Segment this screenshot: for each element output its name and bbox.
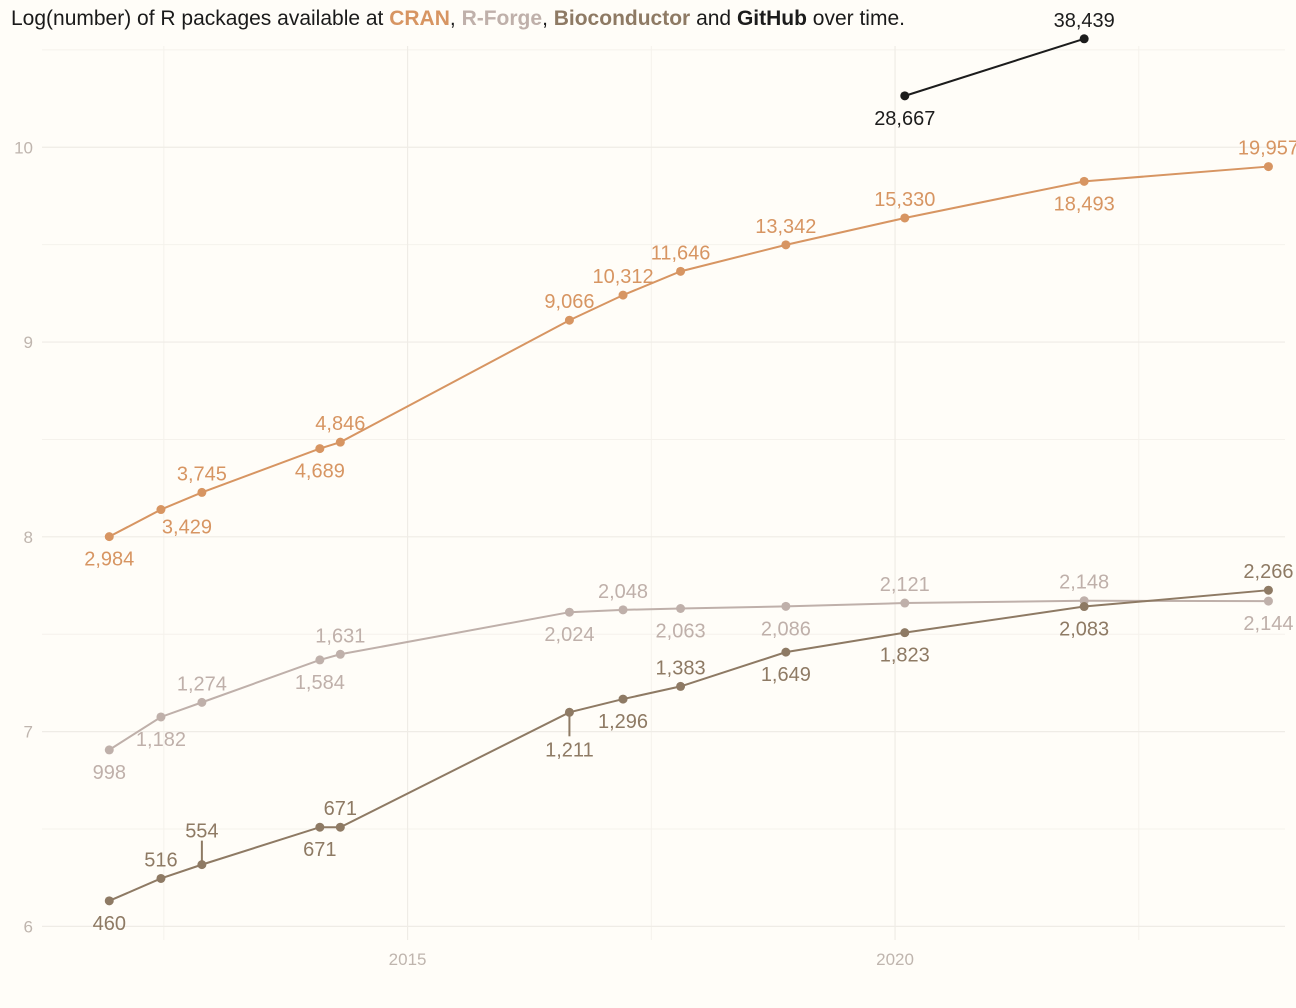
data-point-cran [1263, 162, 1273, 172]
data-label-github: 38,439 [1054, 10, 1115, 32]
y-tick-label: 10 [14, 138, 33, 157]
data-point-cran [781, 240, 791, 250]
data-point-bioconductor [676, 681, 686, 691]
data-point-r-forge [104, 745, 114, 755]
data-point-r-forge [1263, 596, 1273, 606]
x-tick-label: 2015 [389, 950, 427, 969]
data-label-bioconductor: 1,649 [761, 664, 811, 686]
y-tick-label: 7 [24, 723, 33, 742]
data-point-r-forge [315, 655, 325, 665]
chart-title: Log(number) of R packages available at C… [11, 7, 905, 31]
data-label-r-forge: 2,121 [880, 574, 930, 596]
data-point-cran [1079, 176, 1089, 186]
data-label-cran: 10,312 [592, 266, 653, 288]
data-label-bioconductor: 2,083 [1059, 619, 1109, 641]
title-rforge: R-Forge [461, 7, 543, 30]
series-line-r-forge [108, 599, 1269, 751]
data-label-r-forge: 2,148 [1059, 572, 1109, 594]
y-tick-label: 9 [24, 333, 33, 352]
data-label-bioconductor: 2,266 [1243, 561, 1293, 583]
data-point-bioconductor [781, 647, 791, 657]
series-line-bioconductor [108, 589, 1269, 902]
data-point-bioconductor [1263, 585, 1273, 595]
data-point-cran [315, 444, 325, 454]
series-line-cran [108, 165, 1269, 538]
data-point-cran [156, 505, 166, 515]
data-label-bioconductor: 1,211 [545, 739, 594, 761]
data-label-bioconductor: 554 [185, 821, 218, 843]
data-point-cran [618, 290, 628, 300]
title-sep-3: and [690, 7, 737, 30]
data-label-r-forge: 1,182 [136, 729, 186, 751]
data-label-bioconductor: 1,296 [598, 711, 648, 733]
data-point-bioconductor [900, 628, 910, 638]
data-point-r-forge [335, 649, 345, 659]
data-point-bioconductor [156, 873, 166, 883]
data-point-r-forge [197, 697, 207, 707]
data-point-cran [676, 266, 686, 276]
data-label-cran: 11,646 [651, 242, 711, 264]
data-point-github [1079, 34, 1089, 44]
data-label-bioconductor: 516 [144, 849, 177, 871]
data-label-cran: 9,066 [544, 291, 594, 313]
data-label-bioconductor: 460 [93, 913, 126, 935]
data-label-r-forge: 1,631 [315, 625, 365, 647]
data-point-bioconductor [564, 707, 574, 717]
y-tick-label: 8 [24, 528, 33, 547]
data-label-r-forge: 1,584 [295, 672, 345, 694]
data-label-bioconductor: 1,383 [656, 657, 706, 679]
data-point-r-forge [900, 598, 910, 608]
data-label-cran: 4,846 [315, 413, 365, 435]
data-point-github [900, 91, 910, 101]
data-label-r-forge: 2,086 [761, 618, 811, 640]
data-point-bioconductor [315, 822, 325, 832]
data-point-bioconductor [335, 822, 345, 832]
data-point-r-forge [781, 601, 791, 611]
data-label-r-forge: 1,274 [177, 673, 227, 695]
data-label-r-forge: 2,024 [544, 624, 594, 646]
data-label-cran: 4,689 [295, 461, 345, 483]
series-line-github [904, 37, 1085, 97]
data-label-cran: 3,429 [162, 517, 212, 539]
data-label-r-forge: 2,144 [1243, 613, 1293, 635]
data-point-r-forge [564, 607, 574, 617]
title-suffix: over time. [806, 7, 905, 30]
data-label-r-forge: 2,063 [656, 620, 706, 642]
title-prefix: Log(number) of R packages available at [11, 7, 390, 30]
data-label-cran: 15,330 [874, 189, 935, 211]
title-sep-1: , [449, 7, 462, 30]
data-point-bioconductor [104, 896, 114, 906]
title-cran: CRAN [389, 7, 450, 30]
data-label-cran: 2,984 [84, 549, 134, 571]
data-point-r-forge [676, 603, 686, 613]
title-sep-2: , [542, 7, 554, 30]
data-label-cran: 13,342 [755, 216, 816, 238]
title-github: GitHub [736, 7, 807, 30]
y-tick-label: 6 [24, 917, 33, 936]
data-label-r-forge: 998 [93, 762, 126, 784]
data-label-cran: 3,745 [177, 463, 227, 485]
data-point-cran [104, 532, 114, 542]
data-point-cran [335, 437, 345, 447]
data-point-bioconductor [1079, 602, 1089, 612]
data-point-r-forge [618, 605, 628, 615]
data-point-bioconductor [197, 860, 207, 870]
x-tick-label: 2020 [876, 950, 914, 969]
data-label-bioconductor: 1,823 [880, 645, 930, 667]
data-point-cran [900, 213, 910, 223]
data-label-github: 28,667 [874, 108, 935, 130]
title-bioconductor: Bioconductor [553, 7, 691, 30]
data-label-bioconductor: 671 [303, 839, 336, 861]
data-label-cran: 19,957 [1238, 138, 1296, 160]
data-point-bioconductor [618, 694, 628, 704]
data-label-bioconductor: 671 [324, 798, 357, 820]
data-point-r-forge [156, 712, 166, 722]
data-point-cran [564, 315, 574, 325]
data-label-cran: 18,493 [1054, 193, 1115, 215]
data-point-cran [197, 487, 207, 497]
data-label-r-forge: 2,048 [598, 581, 648, 603]
